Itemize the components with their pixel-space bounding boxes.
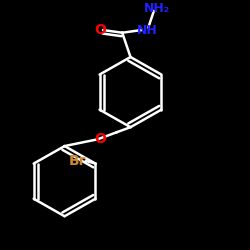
Text: NH: NH xyxy=(136,24,157,36)
Text: O: O xyxy=(94,23,106,37)
Text: Br: Br xyxy=(69,154,86,168)
Text: O: O xyxy=(94,132,106,146)
Text: NH₂: NH₂ xyxy=(144,2,170,15)
